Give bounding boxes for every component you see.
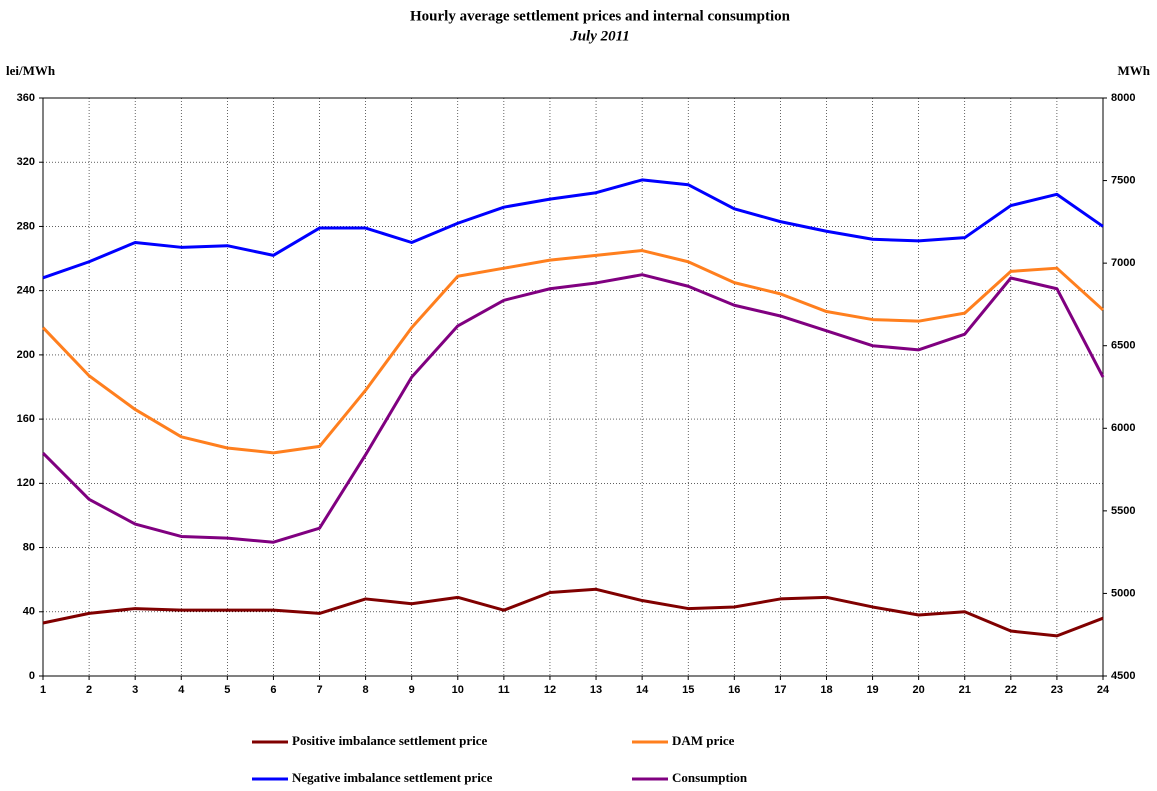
y-tick-label: 320 xyxy=(17,156,35,168)
x-tick-label: 2 xyxy=(86,684,92,696)
y-tick-label: 200 xyxy=(17,349,35,361)
x-tick-label: 9 xyxy=(409,684,415,696)
y2-tick-label: 6000 xyxy=(1111,422,1135,434)
legend-label: DAM price xyxy=(672,733,735,748)
y-tick-label: 240 xyxy=(17,285,35,297)
x-tick-label: 21 xyxy=(959,684,971,696)
y-tick-label: 120 xyxy=(17,477,35,489)
x-tick-label: 10 xyxy=(452,684,464,696)
y-tick-label: 40 xyxy=(23,606,35,618)
series-line xyxy=(42,587,1104,638)
series-line xyxy=(41,249,1105,455)
x-tick-label: 20 xyxy=(913,684,925,696)
y2-tick-label: 5500 xyxy=(1111,505,1135,517)
y-tick-label: 160 xyxy=(17,413,35,425)
series-line xyxy=(41,273,1105,544)
x-tick-label: 24 xyxy=(1097,684,1110,696)
y2-axis-label: MWh xyxy=(1118,63,1151,78)
x-tick-label: 1 xyxy=(40,684,46,696)
y2-tick-label: 8000 xyxy=(1111,92,1135,104)
x-tick-label: 6 xyxy=(270,684,276,696)
x-tick-label: 19 xyxy=(866,684,878,696)
x-tick-label: 3 xyxy=(132,684,138,696)
y-tick-label: 0 xyxy=(29,670,35,682)
y2-tick-label: 5000 xyxy=(1111,587,1135,599)
x-tick-label: 16 xyxy=(728,684,740,696)
chart-title: Hourly average settlement prices and int… xyxy=(410,8,791,24)
y2-tick-label: 6500 xyxy=(1111,340,1135,352)
y-tick-label: 80 xyxy=(23,541,35,553)
y-tick-label: 280 xyxy=(17,220,35,232)
chart-subtitle: July 2011 xyxy=(569,28,630,44)
x-tick-label: 13 xyxy=(590,684,602,696)
x-tick-label: 23 xyxy=(1051,684,1063,696)
x-tick-label: 11 xyxy=(498,684,510,696)
legend-label: Consumption xyxy=(672,770,748,785)
x-tick-label: 8 xyxy=(363,684,369,696)
x-tick-label: 12 xyxy=(544,684,556,696)
x-tick-label: 18 xyxy=(820,684,832,696)
plot-frame xyxy=(42,97,1104,677)
y2-tick-label: 4500 xyxy=(1111,670,1135,682)
y-axis-label: lei/MWh xyxy=(6,63,56,78)
y-tick-label: 360 xyxy=(17,92,35,104)
x-tick-label: 17 xyxy=(774,684,786,696)
x-tick-label: 4 xyxy=(178,684,185,696)
y2-tick-label: 7000 xyxy=(1111,257,1135,269)
x-tick-label: 22 xyxy=(1005,684,1017,696)
series-line xyxy=(42,178,1104,280)
legend-label: Negative imbalance settlement price xyxy=(292,770,493,785)
x-tick-label: 7 xyxy=(316,684,322,696)
legend-label: Positive imbalance settlement price xyxy=(292,733,488,748)
x-tick-label: 5 xyxy=(224,684,230,696)
x-tick-label: 14 xyxy=(636,684,649,696)
y2-tick-label: 7500 xyxy=(1111,174,1135,186)
x-tick-label: 15 xyxy=(682,684,694,696)
